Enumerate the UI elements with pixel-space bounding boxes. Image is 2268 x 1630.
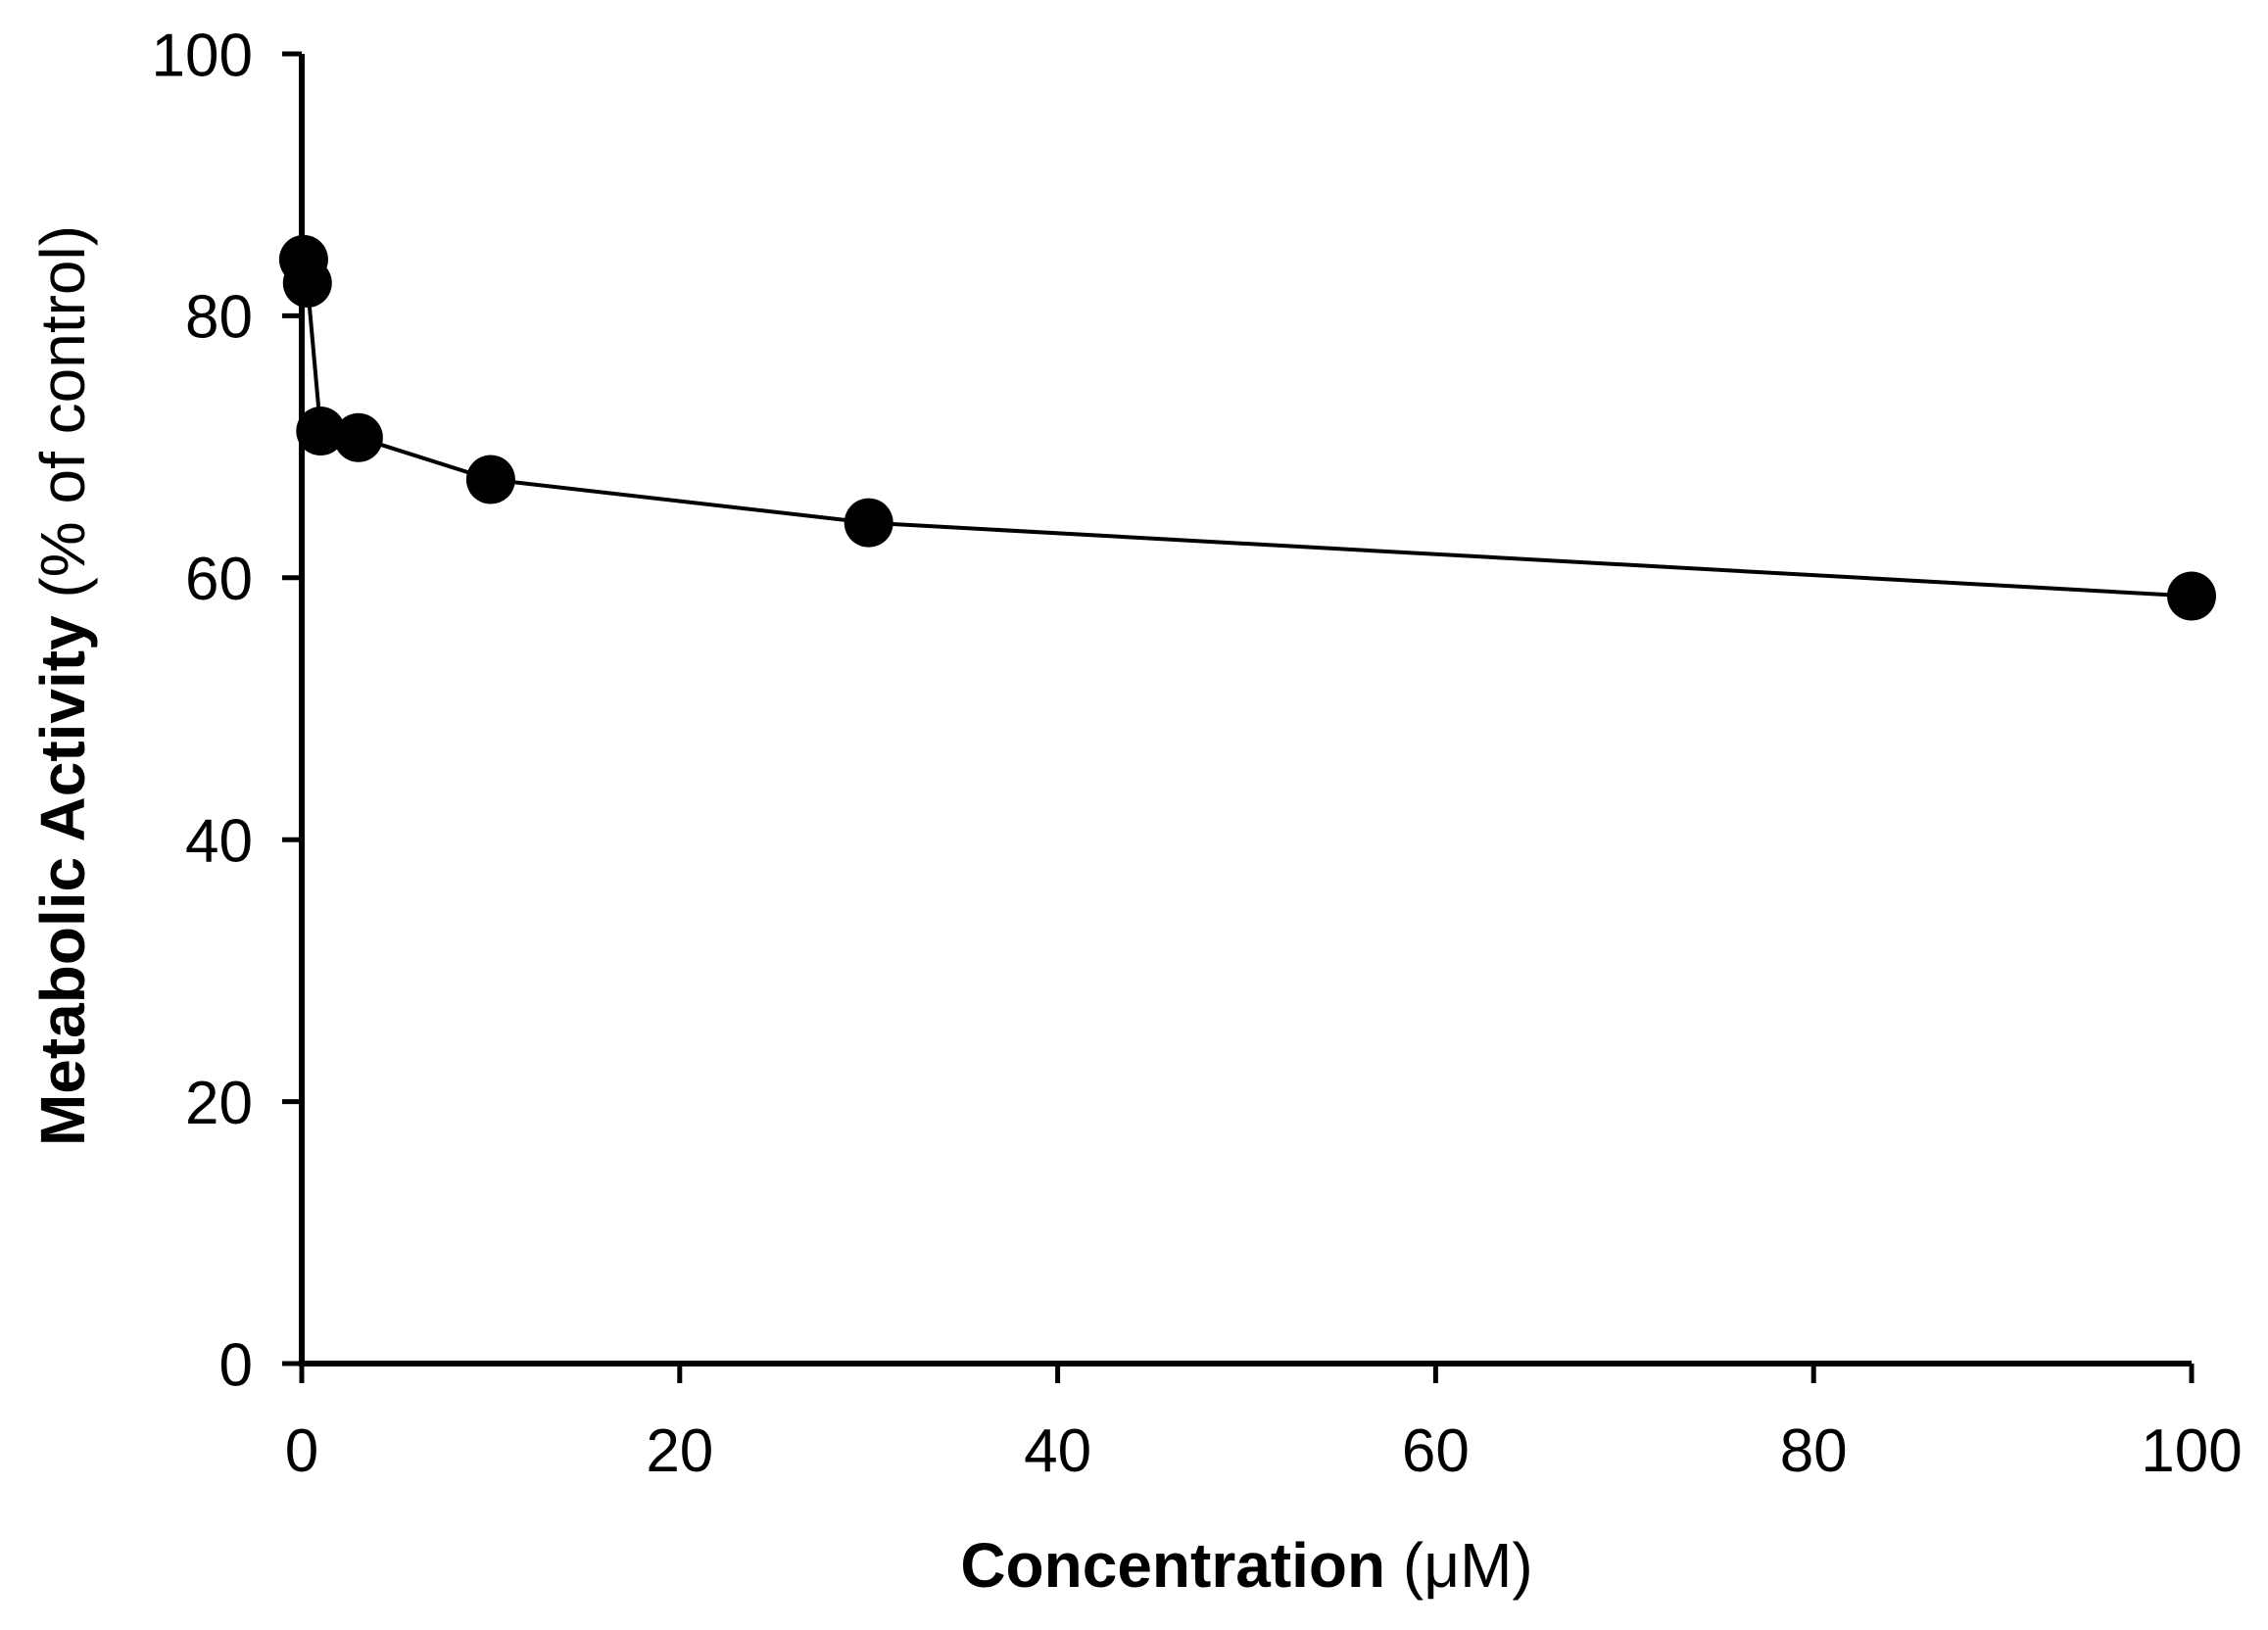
y-tick-label: 60 [185,546,253,613]
x-tick-label: 80 [1780,1417,1848,1485]
data-point [296,407,346,456]
x-tick-label: 0 [285,1417,318,1485]
y-axis-title: Metabolic Activity (% of control) [27,225,98,1146]
x-tick-label: 40 [1024,1417,1091,1485]
x-tick-label: 60 [1402,1417,1470,1485]
x-axis-title-unit: (μM) [1402,1530,1533,1601]
series-line [301,259,2193,599]
data-point [465,455,515,504]
y-axis-title-text: Metabolic Activity [27,615,98,1147]
y-tick-label: 20 [185,1070,253,1137]
data-point [333,412,383,462]
y-tick-label: 80 [185,284,253,352]
data-point [844,498,893,548]
x-axis-title: Concentration (μM) [302,1534,2192,1597]
x-axis-title-text: Concentration [960,1530,1386,1601]
data-point [282,258,332,308]
x-tick-label: 20 [646,1417,713,1485]
y-tick-label: 40 [185,808,253,876]
y-tick-label: 100 [152,22,253,89]
y-axis-title-unit: (% of control) [27,224,98,599]
x-tick-label: 100 [2141,1417,2242,1485]
axis-line [299,54,2192,1366]
y-tick-label: 0 [219,1331,253,1399]
data-point [2167,571,2216,621]
